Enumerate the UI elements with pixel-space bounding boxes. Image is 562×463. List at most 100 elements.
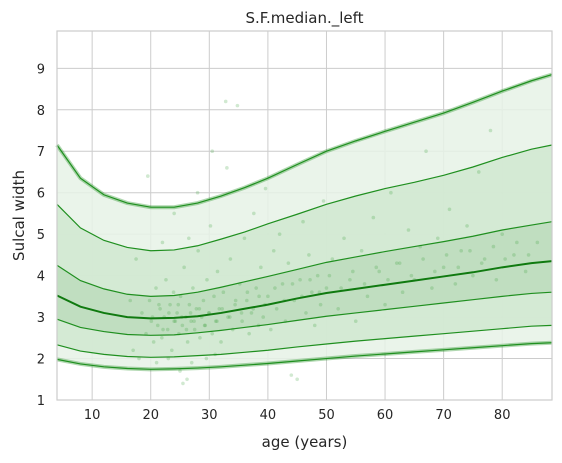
- scatter-point: [137, 356, 141, 361]
- band-inner: [57, 221, 552, 336]
- scatter-point: [482, 257, 487, 261]
- scatter-point: [342, 236, 346, 241]
- scatter-point: [491, 244, 496, 249]
- scatter-point: [210, 331, 215, 336]
- scatter-point: [312, 323, 317, 328]
- scatter-point: [298, 277, 302, 282]
- scatter-point: [233, 298, 238, 303]
- scatter-point: [228, 315, 232, 319]
- scatter-point: [192, 319, 196, 324]
- scatter-point: [182, 265, 186, 270]
- scatter-point: [223, 99, 228, 104]
- scatter-point: [161, 327, 165, 332]
- scatter-point: [500, 232, 505, 236]
- scatter-point: [145, 174, 150, 178]
- scatter-point: [240, 319, 244, 324]
- scatter-point: [259, 265, 263, 270]
- scatter-point: [247, 331, 251, 336]
- scatter-point: [266, 294, 270, 299]
- plot-frame: [56, 30, 553, 401]
- scatter-point: [512, 253, 516, 257]
- scatter-point: [181, 381, 185, 386]
- x-axis-label: age (years): [262, 433, 348, 451]
- scatter-point: [225, 166, 229, 170]
- scatter-point: [257, 294, 261, 299]
- scatter-point: [471, 273, 475, 278]
- scatter-point: [226, 315, 230, 319]
- scatter-point: [147, 298, 152, 303]
- scatter-point: [175, 311, 179, 315]
- x-tick-label: 60: [377, 408, 394, 423]
- scatter-point: [310, 290, 314, 295]
- scatter-point: [479, 261, 484, 265]
- scatter-point: [453, 282, 458, 286]
- x-tick-label: 10: [84, 408, 101, 423]
- scatter-point: [155, 323, 160, 328]
- scatter-point: [280, 282, 285, 286]
- scatter-point: [348, 277, 352, 282]
- scatter-point: [168, 302, 172, 307]
- scatter-point: [198, 336, 202, 340]
- scatter-point: [191, 286, 195, 290]
- y-tick-label: 9: [37, 62, 45, 77]
- scatter-point: [406, 228, 411, 232]
- scatter-point: [195, 190, 200, 195]
- scatter-point: [180, 323, 185, 328]
- y-tick-label: 2: [37, 353, 45, 368]
- scatter-point: [433, 269, 437, 274]
- scatter-point: [215, 269, 220, 274]
- scatter-point: [377, 269, 381, 274]
- scatter-point: [242, 236, 247, 241]
- tick-labels: 10 20 30 40 50 60 70 80 1 2 3 4 5 6 7 8 9: [37, 62, 511, 423]
- scatter-point: [249, 311, 254, 315]
- scatter-point: [160, 240, 165, 245]
- y-tick-label: 8: [37, 104, 45, 119]
- scatter-point: [235, 103, 240, 108]
- scatter-point: [213, 319, 218, 324]
- x-tick-label: 80: [494, 408, 511, 423]
- scatter-point: [447, 207, 452, 212]
- scatter-point: [273, 286, 277, 290]
- scatter-point: [212, 294, 216, 299]
- scatter-point: [318, 302, 323, 307]
- scatter-point: [178, 294, 183, 299]
- scatter-point: [185, 340, 190, 344]
- scatter-point: [233, 302, 237, 307]
- scatter-point: [371, 215, 376, 220]
- scatter-point: [201, 298, 206, 303]
- scatter-point: [444, 253, 449, 257]
- scatter-point: [157, 302, 161, 307]
- scatter-point: [494, 277, 499, 282]
- percentile-line: [56, 324, 553, 358]
- y-tick-label: 3: [37, 311, 45, 326]
- scatter-point: [308, 277, 312, 282]
- scatter-point: [221, 290, 226, 295]
- scatter-point: [165, 327, 170, 332]
- percentile-line: [56, 73, 553, 208]
- scatter-point: [188, 311, 193, 315]
- scatter-point: [362, 282, 367, 286]
- scatter-point: [476, 170, 481, 174]
- scatter-point: [228, 257, 233, 261]
- scatter-point: [244, 298, 249, 303]
- median-line: [56, 260, 553, 320]
- y-tick-label: 5: [37, 228, 45, 243]
- x-tick-label: 20: [142, 408, 159, 423]
- scatter-point: [134, 257, 138, 261]
- scatter-point: [468, 248, 472, 253]
- scatter-point: [515, 240, 519, 245]
- percentile-line: [56, 144, 553, 252]
- scatter-point: [317, 290, 322, 295]
- scatter-point: [204, 356, 209, 361]
- scatter-point: [192, 327, 197, 332]
- scatter-point: [158, 306, 162, 311]
- scatter-point: [383, 302, 387, 307]
- scatter-point: [289, 373, 294, 377]
- scatter-point: [459, 248, 464, 253]
- percentile-lines: [55, 72, 553, 372]
- scatter-point: [324, 286, 329, 290]
- scatter-point: [151, 340, 156, 344]
- y-tick-label: 4: [37, 270, 45, 285]
- scatter-point: [397, 261, 402, 265]
- scatter-point: [535, 240, 540, 245]
